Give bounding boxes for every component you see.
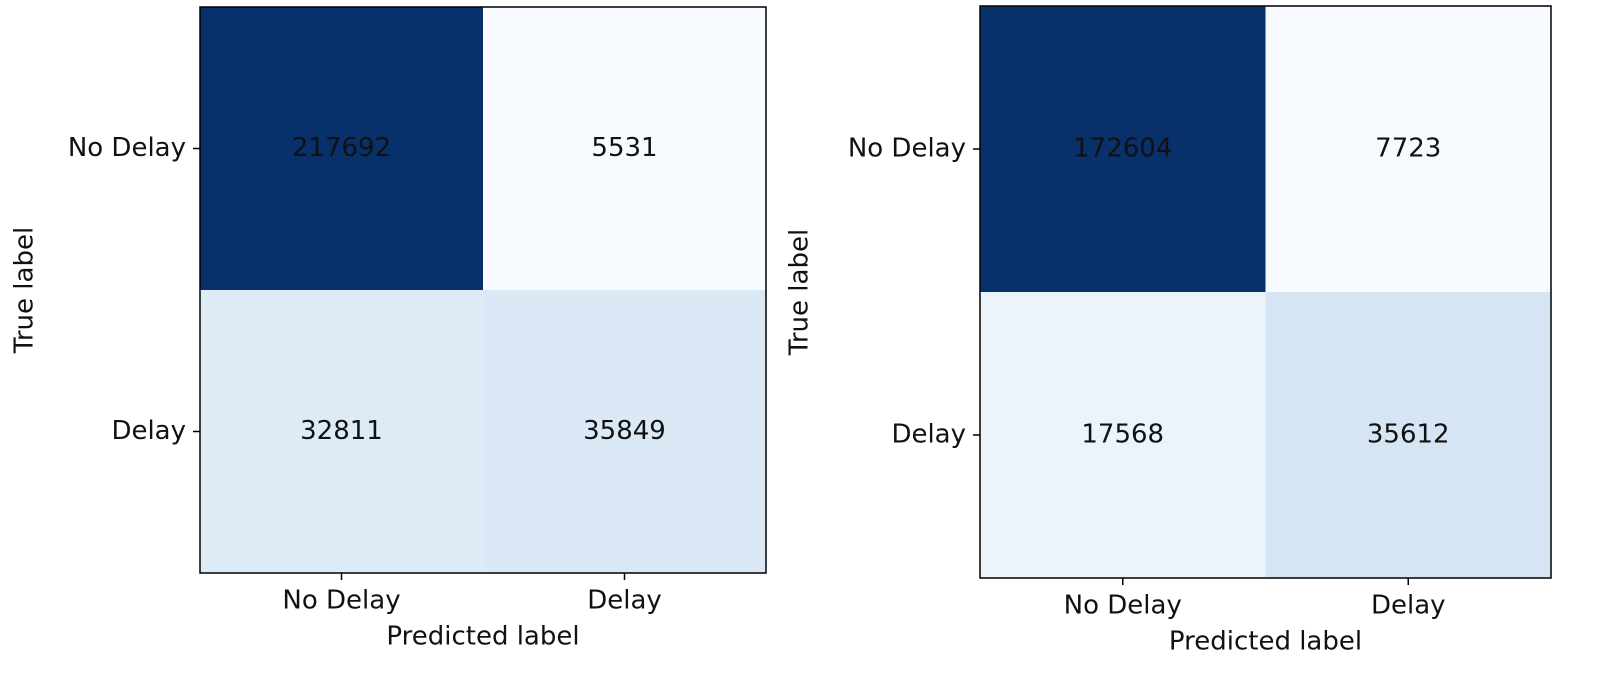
heatmap-cell [483,290,766,573]
cell-label: 35849 [583,416,666,446]
x-tick-label: No Delay [1064,591,1182,621]
cell-label: 172604 [1073,134,1172,164]
heatmap-cell [1265,292,1551,578]
cell-label: 17568 [1081,420,1164,450]
heatmap-cell [1265,6,1551,292]
x-tick-label: Delay [1371,591,1446,621]
axes-frame [199,6,767,574]
y-axis-label: True label [785,229,815,356]
cell-label: 32811 [300,416,383,446]
axes-frame [979,5,1552,579]
cell-label: 7723 [1375,134,1441,164]
heatmap-cell [200,7,483,290]
x-axis-label: Predicted label [1169,627,1362,657]
y-tick-label: Delay [891,420,966,450]
heatmap-cell [980,6,1266,292]
heatmap-cell [980,292,1266,578]
heatmap-cell [200,290,483,573]
x-axis-label: Predicted label [386,622,579,652]
x-tick-label: Delay [587,586,662,616]
heatmap-cell [483,7,766,290]
x-tick-label: No Delay [282,586,400,616]
cell-label: 5531 [591,133,657,163]
y-tick-label: No Delay [848,134,966,164]
cell-label: 217692 [292,133,391,163]
cell-label: 35612 [1367,420,1450,450]
y-axis-label: True label [10,227,40,354]
y-tick-label: Delay [111,416,186,446]
y-tick-label: No Delay [68,133,186,163]
